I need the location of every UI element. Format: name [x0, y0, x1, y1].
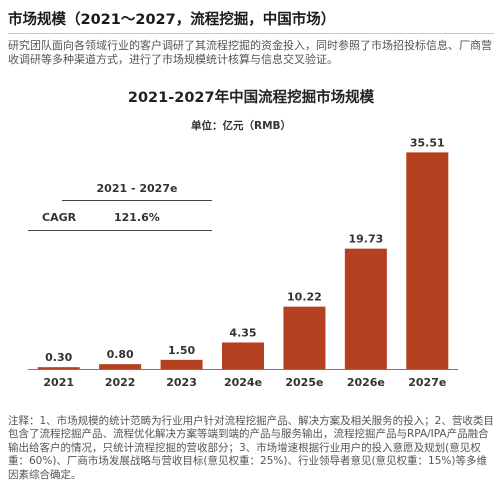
cagr-table: 2021 - 2027e CAGR 121.6% [28, 182, 212, 231]
data-label-2027e: 35.51 [410, 136, 445, 149]
page-title: 市场规模（2021～2027，流程挖掘，中国市场） [8, 12, 336, 28]
chart-title: 2021-2027年中国流程挖掘市场规模 [127, 90, 375, 106]
data-label-2022: 0.80 [107, 348, 134, 361]
intro-paragraph: 研究团队面向各领域行业的客户调研了其流程挖掘的资金投入，同时参照了市场招投标信息… [8, 39, 492, 66]
data-label-2021: 0.30 [45, 351, 72, 364]
x-tick-2025e: 2025e [285, 376, 323, 389]
data-label-2024e: 4.35 [229, 326, 256, 339]
bar-2021 [37, 367, 80, 369]
unit-label: 单位：亿元（RMB） [191, 120, 292, 132]
x-tick-2023: 2023 [166, 376, 197, 389]
bar-2026e [344, 248, 387, 369]
bar-2024e [222, 342, 264, 369]
x-tick-2021: 2021 [43, 376, 74, 389]
bar-2027e [406, 152, 449, 369]
data-label-2025e: 10.22 [287, 291, 322, 304]
header-divider [8, 33, 494, 34]
bar-2025e [283, 306, 326, 369]
data-label-2026e: 19.73 [348, 233, 383, 246]
footnotes: 注释：1、市场规模的统计范畴为行业用户针对流程挖掘产品、解决方案及相关服务的投入… [8, 415, 494, 481]
x-tick-2022: 2022 [105, 376, 136, 389]
data-label-2023: 1.50 [168, 344, 195, 357]
x-tick-2027e: 2027e [408, 376, 446, 389]
bar-chart: 0.30 2021 0.80 2022 1.50 2023 4.35 2024e 10.22 20… [28, 136, 458, 389]
cagr-period: 2021 - 2027e [62, 182, 212, 201]
bar-2023 [160, 359, 203, 369]
x-tick-2024e: 2024e [224, 376, 262, 389]
x-tick-2026e: 2026e [347, 376, 385, 389]
cagr-row: CAGR 121.6% [28, 201, 212, 231]
cagr-label: CAGR [42, 211, 77, 224]
cagr-value: 121.6% [114, 211, 160, 224]
bar-2022 [99, 364, 142, 369]
